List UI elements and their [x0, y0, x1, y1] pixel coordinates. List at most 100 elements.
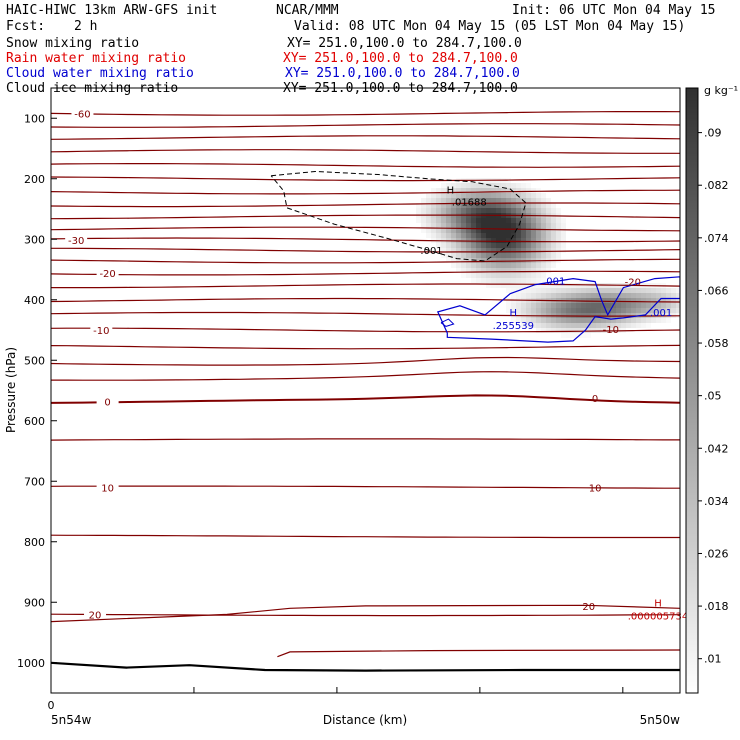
snow-cell	[536, 323, 541, 328]
snow-cell	[516, 293, 521, 298]
snow-cell	[456, 233, 461, 238]
snow-cell	[491, 253, 496, 258]
snow-cell	[456, 258, 461, 263]
snow-cell	[526, 188, 531, 193]
y-tick-label: 900	[24, 596, 45, 609]
snow-cell	[526, 243, 531, 248]
snow-cell	[491, 188, 496, 193]
contour-label: .01688	[452, 198, 487, 209]
snow-cell	[596, 298, 601, 303]
colorbar-label: .058	[704, 337, 729, 350]
snow-cell	[546, 248, 551, 253]
snow-cell	[491, 208, 496, 213]
snow-cell	[616, 308, 621, 313]
snow-cell	[446, 218, 451, 223]
snow-cell	[531, 288, 536, 293]
snow-cell	[541, 308, 546, 313]
snow-cell	[436, 243, 441, 248]
snow-cell	[456, 268, 461, 273]
snow-cell	[496, 188, 501, 193]
snow-cell	[511, 203, 516, 208]
snow-cell	[551, 208, 556, 213]
snow-cell	[421, 208, 426, 213]
snow-cell	[526, 283, 531, 288]
snow-cell	[491, 258, 496, 263]
snow-cell	[641, 288, 646, 293]
snow-cell	[556, 283, 561, 288]
snow-cell	[546, 228, 551, 233]
snow-cell	[451, 228, 456, 233]
snow-cell	[531, 238, 536, 243]
snow-cell	[606, 288, 611, 293]
snow-cell	[511, 248, 516, 253]
snow-cell	[546, 203, 551, 208]
snow-cell	[536, 238, 541, 243]
snow-cell	[536, 308, 541, 313]
snow-cell	[426, 233, 431, 238]
snow-cell	[511, 218, 516, 223]
snow-cell	[426, 208, 431, 213]
snow-cell	[651, 298, 656, 303]
snow-cell	[531, 263, 536, 268]
snow-cell	[426, 218, 431, 223]
snow-cell	[586, 328, 591, 333]
snow-cell	[466, 263, 471, 268]
temperature-line	[51, 135, 680, 140]
snow-cell	[601, 323, 606, 328]
snow-cell	[566, 318, 571, 323]
snow-cell	[551, 293, 556, 298]
snow-cell	[481, 188, 486, 193]
snow-cell	[546, 208, 551, 213]
snow-cell	[441, 223, 446, 228]
snow-cell	[526, 308, 531, 313]
snow-cell	[491, 198, 496, 203]
snow-cell	[531, 228, 536, 233]
snow-cell	[621, 298, 626, 303]
snow-cell	[626, 303, 631, 308]
snow-cell	[506, 268, 511, 273]
snow-cell	[531, 248, 536, 253]
snow-cell	[646, 303, 651, 308]
snow-cell	[621, 293, 626, 298]
temperature-label: -60	[74, 109, 90, 120]
temperature-line	[51, 123, 680, 128]
snow-cell	[556, 293, 561, 298]
snow-cell	[541, 268, 546, 273]
snow-cell	[471, 183, 476, 188]
forecast-value: 2 h	[74, 19, 97, 34]
snow-cell	[526, 253, 531, 258]
temperature-line	[51, 311, 680, 317]
snow-cell	[516, 228, 521, 233]
snow-cell	[481, 268, 486, 273]
contour-label: 10	[589, 483, 602, 494]
snow-cell	[506, 243, 511, 248]
snow-cell	[451, 188, 456, 193]
snow-cell	[471, 198, 476, 203]
snow-cell	[611, 318, 616, 323]
snow-cell	[506, 228, 511, 233]
snow-cell	[511, 198, 516, 203]
snow-cell	[506, 203, 511, 208]
colorbar-label: .034	[704, 495, 729, 508]
snow-cell	[591, 318, 596, 323]
snow-cell	[471, 188, 476, 193]
temperature-line	[51, 371, 680, 381]
snow-cell	[496, 218, 501, 223]
snow-cell	[511, 208, 516, 213]
snow-cell	[481, 223, 486, 228]
snow-cell	[561, 288, 566, 293]
snow-cell	[556, 223, 561, 228]
snow-cell	[501, 263, 506, 268]
snow-cell	[666, 298, 671, 303]
snow-cell	[431, 188, 436, 193]
snow-cell	[446, 228, 451, 233]
snow-cell	[531, 323, 536, 328]
snow-cell	[561, 233, 566, 238]
snow-cell	[486, 258, 491, 263]
snow-cell	[541, 243, 546, 248]
temperature-line	[51, 176, 680, 182]
contour-label: 0	[592, 394, 598, 405]
snow-cell	[471, 228, 476, 233]
snow-cell	[606, 303, 611, 308]
temperature-line	[51, 613, 680, 617]
